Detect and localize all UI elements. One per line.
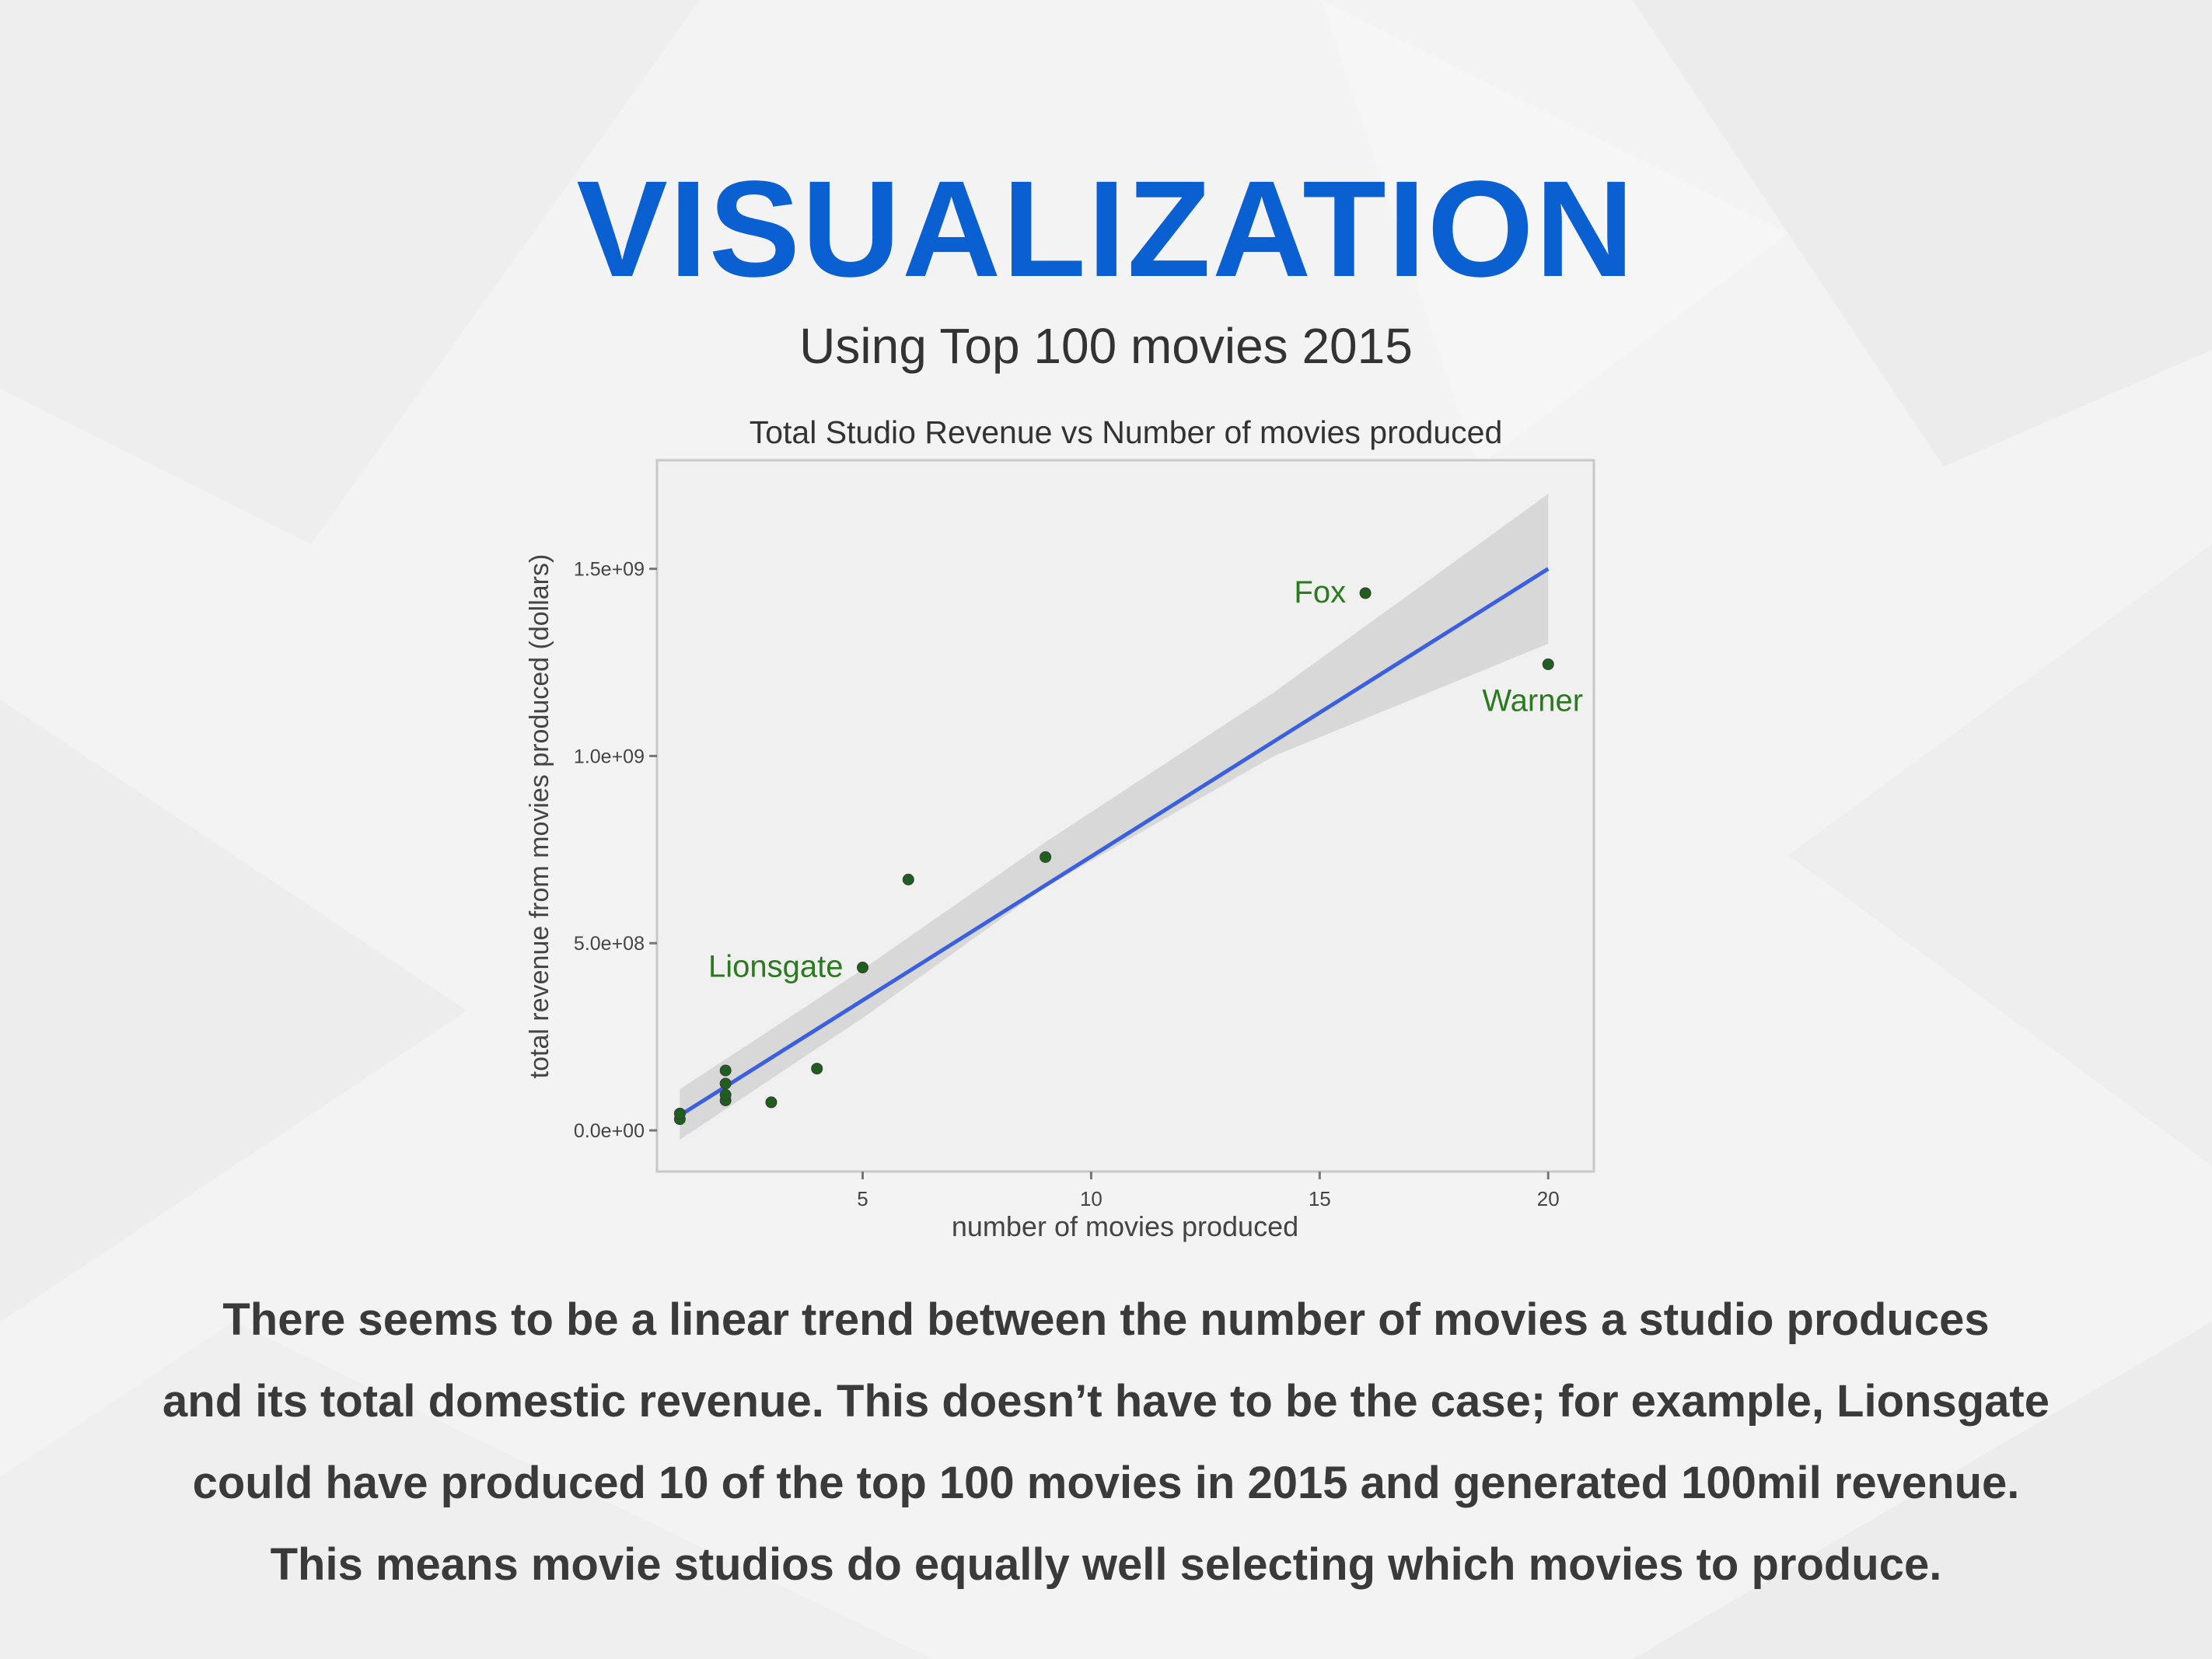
data-point — [1542, 658, 1554, 670]
body-line: and its total domestic revenue. This doe… — [162, 1376, 2050, 1427]
data-point — [765, 1096, 778, 1109]
x-tick-label: 20 — [1537, 1187, 1560, 1210]
point-annotation-fox: Fox — [1294, 575, 1346, 609]
data-point — [857, 962, 869, 974]
x-tick-label: 5 — [857, 1187, 868, 1210]
data-points — [673, 587, 1554, 1126]
body-paragraph: There seems to be a linear trend between… — [140, 1279, 2072, 1605]
x-tick-label: 10 — [1080, 1187, 1103, 1210]
data-point — [719, 1064, 732, 1077]
slide-title: VISUALIZATION — [576, 153, 1636, 306]
data-point — [1359, 587, 1372, 599]
point-annotation-warner: Warner — [1482, 683, 1583, 718]
chart-title: Total Studio Revenue vs Number of movies… — [750, 414, 1503, 450]
y-tick-label: 1.0e+09 — [574, 746, 645, 767]
data-point — [1040, 850, 1052, 863]
data-point — [811, 1063, 823, 1075]
data-point — [719, 1088, 732, 1101]
x-axis-ticks: 5 10 15 20 — [857, 1172, 1560, 1210]
data-point — [902, 873, 914, 885]
y-tick-label: 5.0e+08 — [574, 933, 645, 955]
y-axis-label: total revenue from movies produced (doll… — [525, 554, 554, 1079]
body-line: This means movie studios do equally well… — [270, 1539, 1942, 1590]
data-point — [673, 1107, 686, 1119]
point-annotations: Lionsgate Fox Warner — [708, 575, 1583, 984]
body-line: could have produced 10 of the top 100 mo… — [192, 1458, 2020, 1508]
y-axis-ticks: 0.0e+00 5.0e+08 1.0e+09 1.5e+09 — [574, 559, 657, 1142]
regression-line — [679, 567, 1550, 1117]
point-annotation-lionsgate: Lionsgate — [708, 950, 843, 984]
slide-subtitle: Using Top 100 movies 2015 — [799, 318, 1413, 374]
y-tick-label: 0.0e+00 — [574, 1120, 645, 1142]
body-line: There seems to be a linear trend between… — [222, 1294, 1990, 1345]
trend-line — [679, 567, 1550, 1117]
x-axis-label: number of movies produced — [952, 1210, 1298, 1242]
data-point — [719, 1077, 732, 1090]
y-tick-label: 1.5e+09 — [574, 559, 645, 581]
x-tick-label: 15 — [1309, 1187, 1331, 1210]
